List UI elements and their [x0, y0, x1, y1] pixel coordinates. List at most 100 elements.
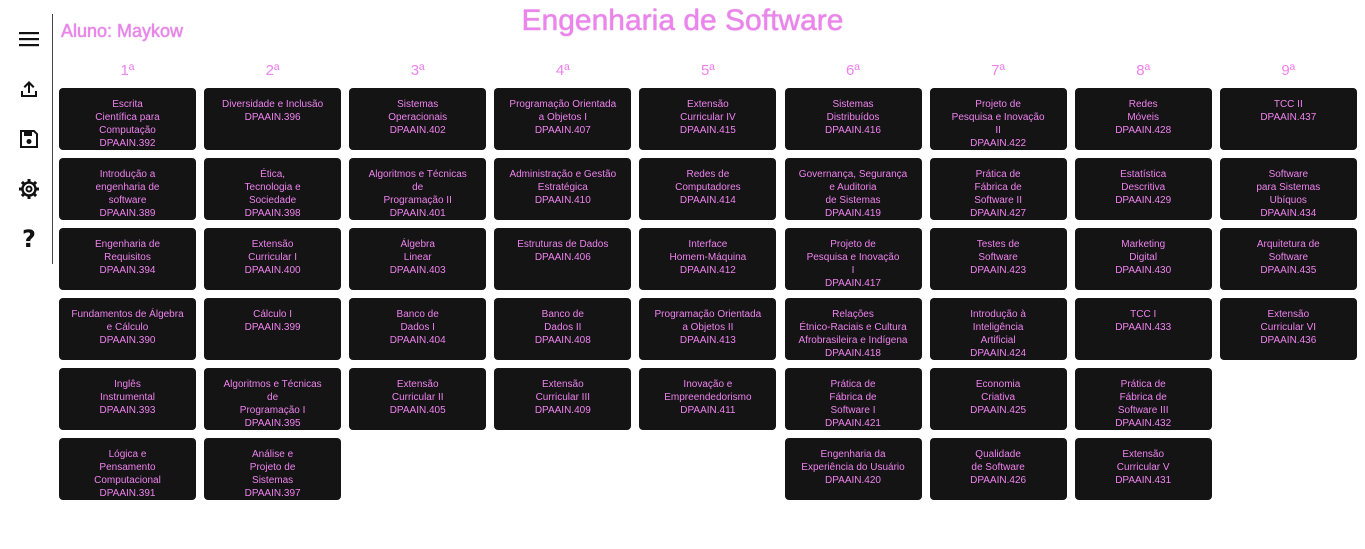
course-card[interactable]: Marketing Digital DPAAIN.430: [1074, 228, 1212, 290]
course-card-text: Ubíquos: [1269, 195, 1307, 206]
course-card[interactable]: Prática de Fábrica de Software III DPAAIN.4…: [1074, 368, 1212, 430]
course-card-text: DPAAIN.418: [825, 348, 881, 359]
course-card[interactable]: Escrita Científica para Computação DPAAIN.3…: [59, 88, 196, 150]
course-card[interactable]: Software para Sistemas Ubíquos DPAAIN.434: [1219, 158, 1357, 220]
course-card[interactable]: Ética, Tecnologia e Sociedade DPAAIN.398: [204, 158, 342, 220]
course-card[interactable]: Introdução à Inteligência Artificial DPAAIN…: [929, 298, 1067, 360]
course-card[interactable]: Governança, Segurança e Auditoria de Siste…: [784, 158, 922, 220]
semester-header: 5ª: [700, 62, 715, 79]
course-card-text: Projeto de: [975, 99, 1021, 110]
course-card[interactable]: Extensão Curricular V DPAAIN.431: [1074, 438, 1212, 500]
course-card[interactable]: Testes de Software DPAAIN.423: [929, 228, 1067, 290]
course-card[interactable]: Estatística Descritiva DPAAIN.429: [1074, 158, 1212, 220]
save-icon: [19, 129, 39, 149]
course-card-text: Extensão: [396, 379, 439, 390]
course-card[interactable]: Análise e Projeto de Sistemas DPAAIN.397: [204, 438, 342, 500]
course-card[interactable]: Qualidade de Software DPAAIN.426: [929, 438, 1067, 500]
course-card-text: DPAAIN.408: [534, 335, 591, 346]
upload-button[interactable]: [14, 74, 44, 104]
course-card-text: Sistemas: [252, 475, 294, 486]
course-card-text: Software II: [974, 195, 1022, 206]
course-card-text: Administração e Gestão: [509, 169, 617, 180]
course-card-text: Economia: [975, 379, 1021, 390]
course-card-text: Ética,: [260, 169, 286, 180]
course-card-text: DPAAIN.399: [244, 322, 301, 333]
course-card[interactable]: Prática de Fábrica de Software I DPAAIN.421: [784, 368, 922, 430]
course-card-text: Software III: [1117, 405, 1169, 416]
course-card-text: Estruturas de Dados: [517, 239, 609, 250]
course-card[interactable]: Extensão Curricular I DPAAIN.400: [204, 228, 342, 290]
course-card-text: DPAAIN.420: [825, 475, 881, 486]
course-card[interactable]: Álgebra Linear DPAAIN.403: [349, 228, 487, 290]
course-card[interactable]: Diversidade e Inclusão DPAAIN.396: [204, 88, 342, 150]
course-card-text: Dados I: [400, 322, 435, 333]
course-card[interactable]: Administração e Gestão Estratégica DPAAIN.…: [494, 158, 632, 220]
menu-button[interactable]: [14, 24, 44, 54]
course-card[interactable]: TCC I DPAAIN.433: [1074, 298, 1212, 360]
course-card[interactable]: Engenharia da Experiência do Usuário DPAAI…: [784, 438, 922, 500]
course-card-text: de: [412, 182, 424, 193]
course-card-text: Extensão: [251, 239, 294, 250]
semester-header: 7ª: [991, 62, 1006, 79]
course-card-text: Estatística: [1120, 169, 1167, 180]
course-card-text: Qualidade: [975, 449, 1021, 460]
course-card[interactable]: Introdução a engenharia de software DPAAIN.…: [59, 158, 196, 220]
course-card-text: DPAAIN.433: [1115, 322, 1172, 333]
course-card[interactable]: Programação Orientada a Objetos I DPAAIN.4…: [494, 88, 632, 150]
course-card[interactable]: Extensão Curricular IV DPAAIN.415: [639, 88, 777, 150]
course-card-text: Análise e: [252, 449, 294, 460]
course-card-text: DPAAIN.404: [389, 335, 446, 346]
course-card[interactable]: Algoritmos e Técnicas de Programação I DPAA…: [204, 368, 342, 430]
course-card-text: Arquitetura de: [1256, 239, 1320, 250]
course-card-text: DPAAIN.401: [389, 208, 446, 219]
course-card[interactable]: Extensão Curricular III DPAAIN.409: [494, 368, 632, 430]
course-card[interactable]: Projeto de Pesquisa e Inovação II DPAAIN.42…: [929, 88, 1067, 150]
course-card-text: DPAAIN.402: [389, 125, 446, 136]
course-card-text: Científica para: [95, 112, 160, 123]
course-card-text: DPAAIN.392: [99, 138, 156, 149]
course-card[interactable]: Relações Étnico-Raciais e Cultura Afrobras…: [784, 298, 922, 360]
course-card[interactable]: Sistemas Distribuídos DPAAIN.416: [784, 88, 922, 150]
course-card[interactable]: Estruturas de Dados DPAAIN.406: [494, 228, 632, 290]
course-card-text: Linear: [403, 252, 432, 263]
course-card[interactable]: Inovação e Empreendedorismo DPAAIN.411: [639, 368, 777, 430]
course-card[interactable]: Sistemas Operacionais DPAAIN.402: [349, 88, 487, 150]
course-card-text: Digital: [1129, 252, 1158, 263]
course-card[interactable]: Banco de Dados II DPAAIN.408: [494, 298, 632, 360]
course-card-text: Redes: [1128, 99, 1158, 110]
course-card-text: DPAAIN.407: [534, 125, 591, 136]
course-card-text: DPAAIN.430: [1115, 265, 1172, 276]
course-card-text: DPAAIN.432: [1115, 418, 1172, 429]
course-card[interactable]: Projeto de Pesquisa e Inovação I DPAAIN.417: [784, 228, 922, 290]
course-card[interactable]: Extensão Curricular VI DPAAIN.436: [1219, 298, 1357, 360]
course-card[interactable]: Cálculo I DPAAIN.399: [204, 298, 342, 360]
course-card-text: TCC I: [1130, 309, 1157, 320]
course-card[interactable]: Programação Orientada a Objetos II DPAAIN.…: [639, 298, 777, 360]
course-card[interactable]: Prática de Fábrica de Software II DPAAIN.42…: [929, 158, 1067, 220]
save-button[interactable]: [14, 124, 44, 154]
course-card-text: Testes de: [976, 239, 1020, 250]
settings-button[interactable]: [14, 174, 44, 204]
course-card[interactable]: TCC II DPAAIN.437: [1219, 88, 1357, 150]
course-card[interactable]: Fundamentos de Álgebra e Cálculo DPAAIN.39…: [59, 298, 196, 360]
sidebar: ?: [0, 14, 53, 264]
course-card-text: DPAAIN.412: [679, 265, 736, 276]
course-card-text: Programação Orientada: [509, 99, 617, 110]
course-card[interactable]: Lógica e Pensamento Computacional DPAAIN.39…: [59, 438, 196, 500]
course-card[interactable]: Engenharia de Requisitos DPAAIN.394: [59, 228, 196, 290]
course-card[interactable]: Redes de Computadores DPAAIN.414: [639, 158, 777, 220]
course-card[interactable]: Extensão Curricular II DPAAIN.405: [349, 368, 487, 430]
course-card-text: Sistemas: [832, 99, 874, 110]
course-card[interactable]: Arquitetura de Software DPAAIN.435: [1219, 228, 1357, 290]
course-card-text: Software: [1268, 252, 1309, 263]
help-button[interactable]: ?: [14, 224, 44, 254]
course-card-text: Introdução à: [970, 309, 1026, 320]
course-card[interactable]: Inglês Instrumental DPAAIN.393: [59, 368, 196, 430]
course-card[interactable]: Redes Móveis DPAAIN.428: [1074, 88, 1212, 150]
course-card[interactable]: Algoritmos e Técnicas de Programação II DPA…: [349, 158, 487, 220]
course-card-text: Algoritmos e Técnicas: [223, 379, 322, 390]
course-card-text: II: [995, 125, 1001, 136]
course-card[interactable]: Economia Criativa DPAAIN.425: [929, 368, 1067, 430]
course-card[interactable]: Interface Homem-Máquina DPAAIN.412: [639, 228, 777, 290]
course-card[interactable]: Banco de Dados I DPAAIN.404: [349, 298, 487, 360]
